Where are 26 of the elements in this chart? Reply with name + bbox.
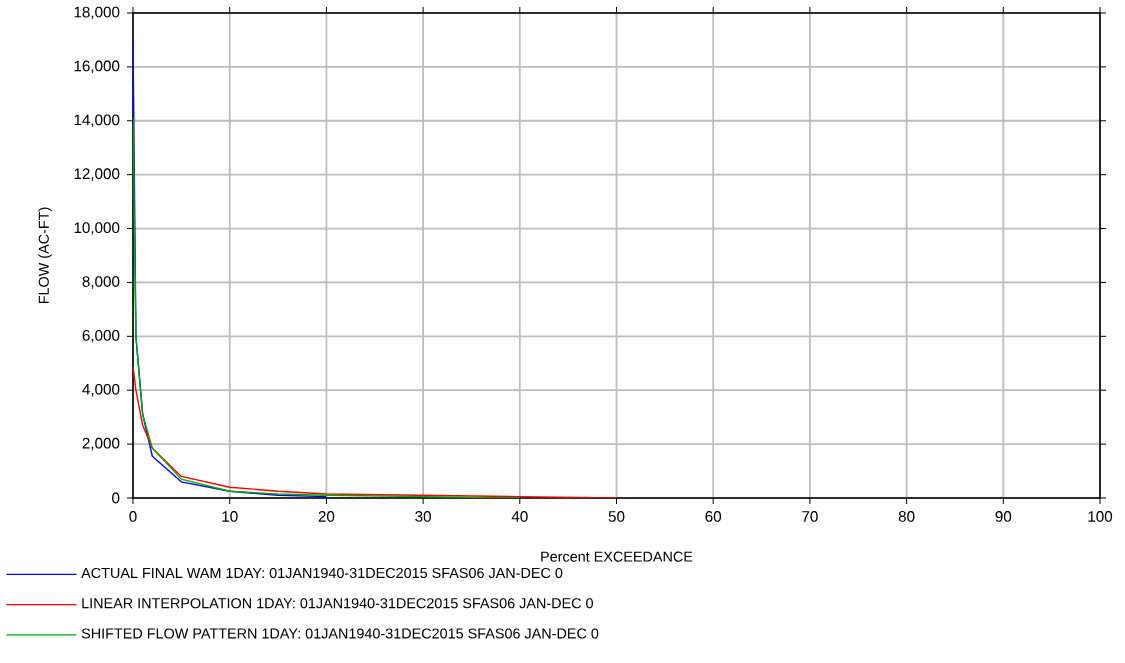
x-tick-label: 80	[898, 511, 915, 522]
y-tick-label: 12,000	[74, 168, 120, 181]
y-tick-label: 4,000	[82, 383, 120, 397]
x-axis-title: Percent EXCEEDANCE	[541, 551, 693, 562]
y-tick-label: 14,000	[74, 114, 120, 128]
x-tick-label: 100	[1088, 511, 1113, 522]
y-tick-label: 10,000	[74, 222, 120, 235]
y-tick-label: 8,000	[82, 276, 120, 289]
x-tick-label: 30	[415, 511, 431, 522]
x-tick-label: 20	[318, 511, 335, 522]
x-tick-label: 70	[802, 511, 818, 522]
x-tick-label: 10	[222, 511, 238, 522]
legend-label: ACTUAL FINAL WAM 1DAY: 01JAN1940-31DEC2015 SFAS06 JAN-DEC 0	[81, 567, 563, 579]
y-tick-label: 18,000	[74, 6, 120, 20]
legend-label: LINEAR INTERPOLATION 1DAY: 01JAN1940-31DEC2015 SFAS06 JAN-DEC 0	[82, 598, 593, 609]
y-axis-title: FLOW (AC-FT)	[38, 207, 52, 304]
x-tick-label: 0	[129, 511, 137, 522]
x-tick-label: 90	[995, 511, 1012, 522]
y-tick-label: 2,000	[82, 437, 120, 451]
y-tick-label: 0	[112, 492, 120, 504]
y-tick-label: 16,000	[74, 60, 120, 74]
x-tick-label: 60	[705, 511, 722, 522]
legend-label: SHIFTED FLOW PATTERN 1DAY: 01JAN1940-31DEC2015 SFAS06 JAN-DEC 0	[81, 628, 599, 639]
y-tick-label: 6,000	[82, 330, 120, 343]
x-tick-label: 50	[608, 511, 625, 522]
x-tick-label: 40	[511, 511, 528, 522]
